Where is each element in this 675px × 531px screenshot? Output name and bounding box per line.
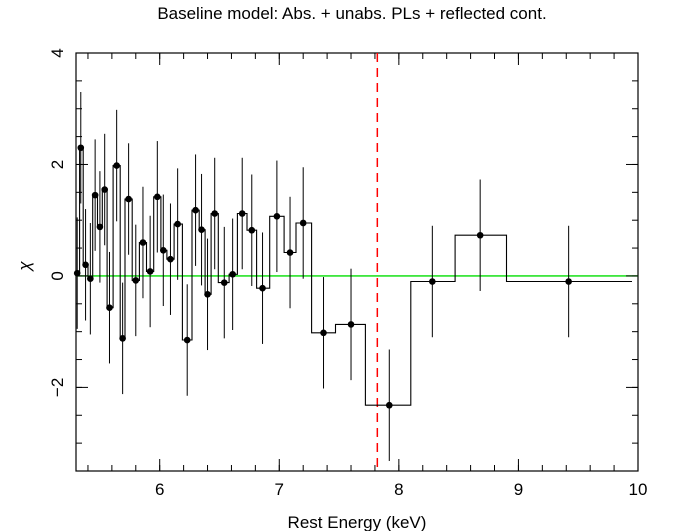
data-point [77, 144, 85, 152]
data-point [192, 206, 199, 214]
data-point [96, 223, 104, 231]
data-point [132, 277, 140, 284]
data-point [248, 226, 256, 234]
reference-lines [76, 53, 638, 471]
chart-title: Baseline model: Abs. + unabs. PLs + refl… [157, 4, 546, 23]
x-tick-label: 9 [514, 480, 523, 499]
x-tick-label: 7 [275, 480, 284, 499]
data-point [73, 269, 81, 277]
data-point [159, 246, 167, 254]
data-point [429, 278, 436, 285]
data-point [139, 239, 147, 246]
data-point [125, 195, 132, 203]
data-point [211, 210, 219, 217]
data-point [154, 193, 161, 201]
tick-labels: 6 7 8 9 10 −2 0 2 4 [48, 48, 647, 499]
data-point [146, 268, 154, 275]
data-point [174, 220, 181, 228]
plot-frame [75, 52, 639, 472]
x-tick-label: 10 [629, 480, 648, 499]
data-point [87, 275, 94, 283]
data-point [198, 226, 205, 233]
data-point [259, 284, 266, 292]
data-layer [73, 92, 632, 461]
data-point [204, 291, 211, 298]
data-point [286, 249, 294, 256]
data-point [220, 279, 228, 286]
data-point [229, 270, 236, 278]
x-axis-label: Rest Energy (keV) [288, 513, 427, 531]
data-point [273, 212, 281, 220]
data-point [101, 186, 108, 193]
data-point [106, 304, 113, 312]
y-tick-label: 0 [48, 271, 67, 280]
x-tick-label: 6 [155, 480, 164, 499]
data-point [119, 335, 126, 342]
data-point [113, 162, 120, 169]
data-point [476, 231, 484, 239]
x-tick-label: 8 [394, 480, 403, 499]
data-point [82, 261, 89, 269]
data-point [347, 321, 355, 328]
data-point [320, 329, 327, 337]
y-tick-label: 2 [48, 160, 67, 169]
data-point [299, 219, 307, 227]
ticks [76, 52, 639, 472]
data-point [238, 210, 246, 217]
y-tick-label: −2 [48, 378, 67, 397]
data-point [385, 401, 393, 409]
y-tick-label: 4 [48, 48, 67, 57]
data-point [91, 191, 99, 199]
data-point [167, 255, 174, 263]
y-axis-label: χ [15, 261, 34, 273]
data-point [565, 278, 572, 285]
plot-area [73, 52, 639, 472]
data-point [183, 336, 191, 344]
